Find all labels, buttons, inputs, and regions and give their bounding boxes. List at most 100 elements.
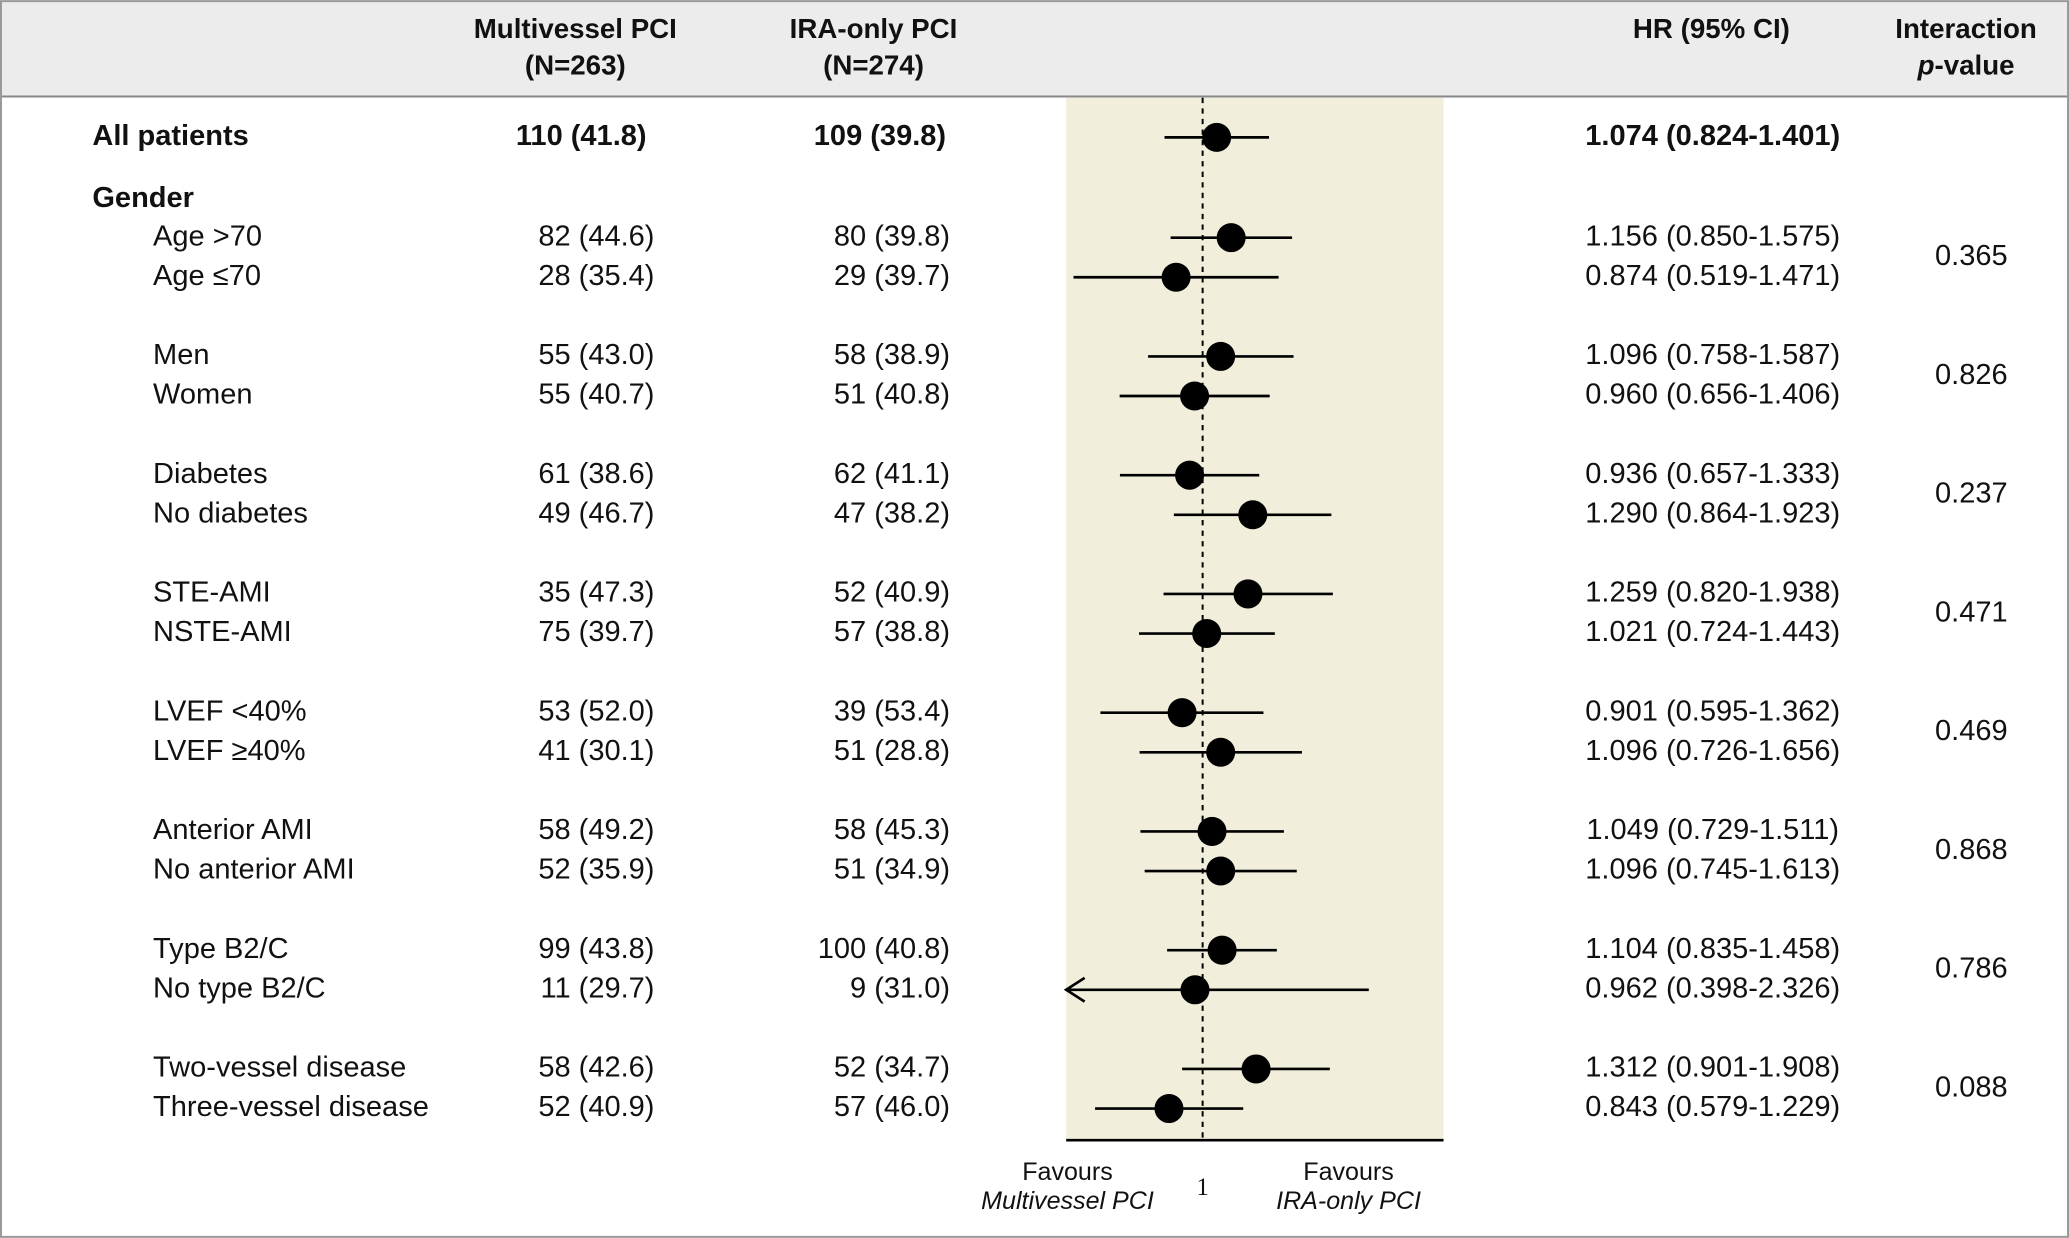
p-value: 0.826 — [1935, 359, 2008, 391]
hr-ci: 1.096 (0.726-1.656) — [1585, 735, 1840, 767]
column-header: (N=263) — [525, 50, 626, 81]
column-header: Multivessel PCI — [474, 13, 677, 44]
row-label: Anterior AMI — [153, 814, 313, 846]
row-label: Men — [153, 339, 209, 371]
multivessel-events: 82 (44.6) — [538, 220, 654, 252]
p-value: 0.469 — [1935, 715, 2008, 747]
hr-point — [1154, 1094, 1184, 1124]
multivessel-events: 49 (46.7) — [538, 497, 654, 529]
favours-label: Multivessel PCI — [981, 1187, 1154, 1215]
multivessel-events: 52 (40.9) — [538, 1091, 654, 1123]
hr-ci: 1.104 (0.835-1.458) — [1585, 933, 1840, 965]
p-value: 0.088 — [1935, 1071, 2008, 1103]
hr-point — [1216, 223, 1246, 253]
multivessel-events: 35 (47.3) — [538, 577, 654, 609]
multivessel-events: 52 (35.9) — [538, 854, 654, 886]
row-label: LVEF ≥40% — [153, 735, 305, 767]
hr-point — [1175, 460, 1205, 490]
hr-ci: 1.156 (0.850-1.575) — [1585, 220, 1840, 252]
row-label: No type B2/C — [153, 972, 326, 1004]
multivessel-events: 75 (39.7) — [538, 616, 654, 648]
ira-events: 52 (34.7) — [834, 1052, 950, 1084]
multivessel-events: 110 (41.8) — [516, 120, 647, 152]
plot-shade — [1066, 97, 1444, 1141]
group-title: Gender — [92, 182, 194, 214]
ira-events: 52 (40.9) — [834, 577, 950, 609]
hr-ci: 0.960 (0.656-1.406) — [1585, 379, 1840, 411]
hr-ci: 0.843 (0.579-1.229) — [1585, 1091, 1840, 1123]
p-value: 0.786 — [1935, 953, 2008, 985]
hr-ci: 1.021 (0.724-1.443) — [1585, 616, 1840, 648]
row-label: Diabetes — [153, 458, 268, 490]
p-value: 0.471 — [1935, 596, 2008, 628]
hr-ci: 1.259 (0.820-1.938) — [1585, 577, 1840, 609]
hr-ci: 1.049 (0.729-1.511) — [1586, 814, 1839, 846]
hr-ci: 1.096 (0.758-1.587) — [1585, 339, 1840, 371]
row-label: No anterior AMI — [153, 854, 355, 886]
hr-point — [1206, 856, 1236, 886]
row-label: Two-vessel disease — [153, 1052, 406, 1084]
row-label: STE-AMI — [153, 577, 271, 609]
multivessel-events: 11 (29.7) — [540, 972, 654, 1004]
row-label: LVEF <40% — [153, 695, 307, 727]
row-label: Women — [153, 379, 252, 411]
ira-events: 57 (38.8) — [834, 616, 950, 648]
header-band — [1, 1, 2068, 97]
ira-events: 58 (45.3) — [834, 814, 950, 846]
hr-point — [1207, 935, 1237, 965]
multivessel-events: 55 (40.7) — [538, 379, 654, 411]
hr-point — [1202, 122, 1232, 152]
ira-events: 57 (46.0) — [834, 1091, 950, 1123]
favours-label: Favours — [1303, 1158, 1394, 1186]
hr-point — [1206, 737, 1236, 767]
favours-label: Favours — [1022, 1158, 1113, 1186]
hr-point — [1206, 341, 1236, 371]
row-label: NSTE-AMI — [153, 616, 292, 648]
hr-ci: 1.312 (0.901-1.908) — [1585, 1052, 1840, 1084]
column-header: p-value — [1917, 50, 2015, 81]
ira-events: 62 (41.1) — [834, 458, 950, 490]
row-label: All patients — [92, 120, 248, 152]
multivessel-events: 28 (35.4) — [538, 260, 654, 292]
multivessel-events: 61 (38.6) — [538, 458, 654, 490]
hr-ci: 1.074 (0.824-1.401) — [1585, 120, 1840, 152]
hr-ci: 0.936 (0.657-1.333) — [1585, 458, 1840, 490]
hr-ci: 0.962 (0.398-2.326) — [1585, 972, 1840, 1004]
p-value: 0.365 — [1935, 240, 2008, 272]
hr-ci: 0.874 (0.519-1.471) — [1585, 260, 1840, 292]
column-header: HR (95% CI) — [1633, 13, 1790, 44]
ci-arrow — [1063, 976, 1086, 1003]
row-label: No diabetes — [153, 497, 308, 529]
hr-point — [1233, 579, 1263, 609]
ira-events: 9 (31.0) — [850, 972, 950, 1004]
favours-label: IRA-only PCI — [1276, 1187, 1421, 1215]
ira-events: 47 (38.2) — [834, 497, 950, 529]
hr-point — [1192, 619, 1222, 649]
hr-point — [1238, 500, 1268, 530]
hr-point — [1167, 698, 1197, 728]
hr-point — [1161, 262, 1191, 292]
row-label: Age ≤70 — [153, 260, 261, 292]
ira-events: 51 (40.8) — [834, 379, 950, 411]
hr-point — [1180, 381, 1210, 411]
row-label: Three-vessel disease — [153, 1091, 429, 1123]
hr-point — [1197, 816, 1227, 846]
ira-events: 51 (28.8) — [834, 735, 950, 767]
p-value: 0.237 — [1935, 478, 2008, 510]
row-label: Type B2/C — [153, 933, 288, 965]
multivessel-events: 58 (49.2) — [538, 814, 654, 846]
ira-events: 51 (34.9) — [834, 854, 950, 886]
row-label: Age >70 — [153, 220, 262, 252]
hr-ci: 1.096 (0.745-1.613) — [1585, 854, 1840, 886]
ira-events: 29 (39.7) — [834, 260, 950, 292]
ira-events: 100 (40.8) — [818, 933, 950, 965]
multivessel-events: 58 (42.6) — [538, 1052, 654, 1084]
ira-events: 109 (39.8) — [814, 120, 946, 152]
plot-layer: Multivessel PCI (N=263) IRA-only PCI (N=274… — [92, 13, 2036, 1215]
ira-events: 39 (53.4) — [834, 695, 950, 727]
ira-events: 80 (39.8) — [834, 220, 950, 252]
column-header: (N=274) — [823, 50, 924, 81]
